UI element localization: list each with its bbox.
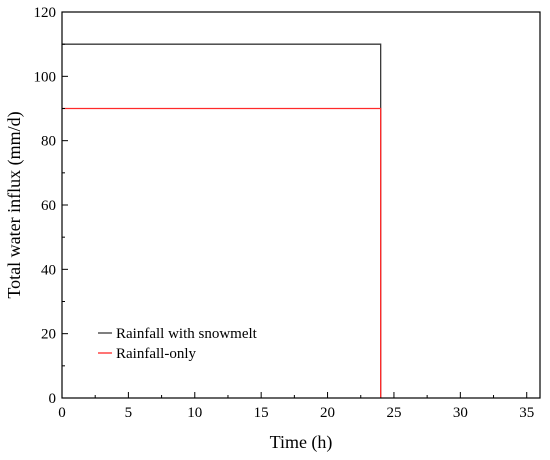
x-tick-label: 30 xyxy=(453,405,468,421)
y-axis-title: Total water influx (mm/d) xyxy=(4,111,25,298)
x-axis-title: Time (h) xyxy=(270,432,333,453)
series-line-rainfall-only xyxy=(62,107,382,398)
y-tick-label: 80 xyxy=(41,134,56,150)
x-tick-label: 10 xyxy=(187,405,202,421)
legend-label-rainfall-only: Rainfall-only xyxy=(116,346,196,362)
x-tick-label: 0 xyxy=(58,405,66,421)
y-tick-label: 120 xyxy=(34,5,57,21)
y-tick-label: 100 xyxy=(34,69,57,85)
x-tick-label: 5 xyxy=(125,405,133,421)
x-tick-label: 25 xyxy=(386,405,401,421)
y-tick-label: 0 xyxy=(49,391,57,407)
legend: Rainfall with snowmelt Rainfall-only xyxy=(98,326,258,362)
x-tick-label: 15 xyxy=(254,405,269,421)
y-tick-label: 40 xyxy=(41,262,56,278)
series-line-rainfall-with-snowmelt xyxy=(62,43,382,398)
y-tick-label: 60 xyxy=(41,198,56,214)
x-tick-label: 20 xyxy=(320,405,335,421)
series-layer xyxy=(62,43,382,398)
x-tick-label: 35 xyxy=(519,405,534,421)
ticks-layer: 0 5 10 15 20 25 30 35 0 20 40 60 80 100 120 xyxy=(34,5,535,421)
y-tick-label: 20 xyxy=(41,327,56,343)
legend-label-rainfall-with-snowmelt: Rainfall with snowmelt xyxy=(116,326,258,342)
